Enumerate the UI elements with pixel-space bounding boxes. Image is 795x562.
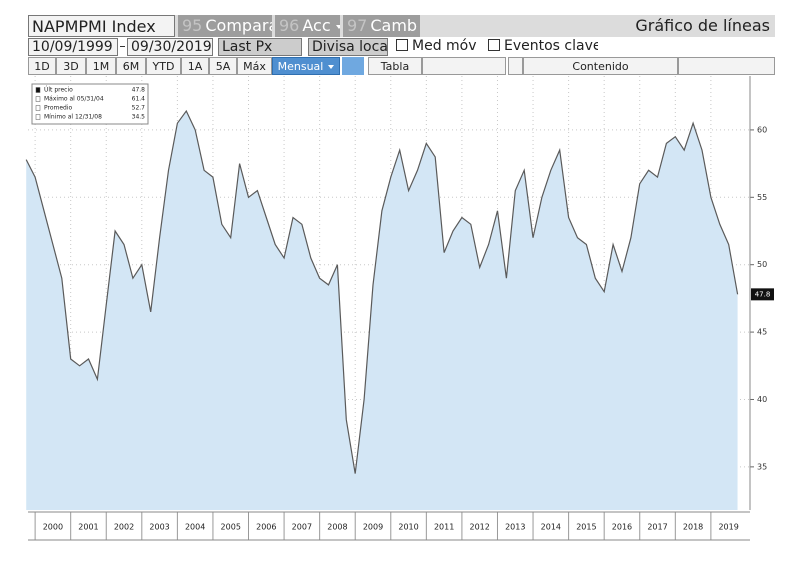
x-tick-label: 2010	[398, 523, 418, 532]
legend-label: Mínimo al 12/31/08	[44, 114, 102, 121]
x-tick-label: 2003	[149, 523, 169, 532]
legend-marker	[35, 114, 41, 120]
shortcut-number: 95	[182, 16, 203, 35]
y-tick-label: 60	[757, 125, 767, 134]
legend-label: Máximo al 05/31/04	[44, 96, 104, 103]
x-tick-label: 2009	[363, 523, 383, 532]
start-date[interactable]: 10/09/1999	[28, 38, 118, 56]
x-tick-label: 2002	[114, 523, 134, 532]
x-tick-label: 2016	[612, 523, 632, 532]
period-button[interactable]: 5A	[209, 57, 237, 75]
x-tick-label: 2019	[718, 523, 738, 532]
x-tick-label: 2012	[470, 523, 490, 532]
period-button[interactable]: 6M	[116, 57, 146, 75]
shortcut-number: 97	[347, 16, 368, 35]
legend-value: 47.8	[132, 87, 146, 94]
y-tick-label: 35	[757, 462, 767, 471]
period-button[interactable]: 1A	[181, 57, 209, 75]
toggle-label: Med móv	[412, 38, 477, 54]
button-label: Acc	[302, 16, 331, 35]
period-button[interactable]: Máx	[237, 57, 272, 75]
change-menu[interactable]: 97 Camb	[343, 15, 420, 37]
plot-area	[28, 76, 750, 510]
last-value-label: 47.8	[755, 290, 771, 298]
legend-value: 61.4	[132, 96, 146, 103]
x-tick-label: 2014	[541, 523, 561, 532]
ticker-field[interactable]: NAPMPMI Index	[28, 15, 175, 37]
y-tick-label: 55	[757, 193, 767, 202]
button-label: Comparar	[205, 16, 272, 35]
shortcut-number: 96	[279, 16, 300, 35]
events-toggle[interactable]: Eventos clave	[488, 38, 598, 56]
area-fill	[26, 111, 738, 510]
frequency-select[interactable]: Mensual	[272, 57, 340, 75]
y-tick-label: 40	[757, 395, 767, 404]
x-tick-label: 2004	[185, 523, 205, 532]
legend-value: 34.5	[132, 114, 146, 121]
price-line	[25, 109, 739, 474]
x-tick-label: 2001	[78, 523, 98, 532]
legend-value: 52.7	[132, 105, 146, 112]
frequency-extra[interactable]	[342, 57, 364, 75]
x-tick-label: 2008	[327, 523, 347, 532]
x-tick-label: 2007	[292, 523, 312, 532]
x-tick-label: 2013	[505, 523, 525, 532]
button-label: Camb	[370, 16, 418, 35]
button-label: Mensual	[277, 60, 324, 73]
table-button[interactable]: Tabla	[368, 57, 422, 75]
period-button[interactable]: 1D	[28, 57, 56, 75]
settings-button[interactable]	[678, 57, 775, 75]
collapse-button[interactable]	[508, 57, 523, 75]
legend-marker	[35, 105, 41, 111]
period-button[interactable]: YTD	[146, 57, 181, 75]
view-title: Gráfico de líneas	[635, 16, 770, 35]
x-tick-label: 2011	[434, 523, 454, 532]
legend-label: Últ precio	[44, 87, 73, 94]
date-separator	[120, 46, 125, 47]
legend-marker	[35, 87, 41, 93]
x-tick-label: 2005	[221, 523, 241, 532]
x-tick-label: 2000	[43, 523, 63, 532]
toggle-label: Eventos clave	[504, 38, 598, 54]
x-tick-label: 2017	[647, 523, 667, 532]
period-button[interactable]: 3D	[56, 57, 86, 75]
x-tick-label: 2006	[256, 523, 276, 532]
contents-button[interactable]: Contenido	[523, 57, 678, 75]
y-tick-label: 45	[757, 328, 767, 337]
legend-label: Promedio	[44, 105, 73, 112]
actions-menu[interactable]: 96 Acc	[275, 15, 340, 37]
x-tick-label: 2018	[683, 523, 703, 532]
last-value-tag	[751, 288, 774, 301]
moving-average-toggle[interactable]: Med móv	[396, 38, 484, 56]
legend-marker	[35, 96, 41, 102]
period-button[interactable]: 1M	[86, 57, 116, 75]
compare-button[interactable]: 95Comparar	[178, 15, 272, 37]
legend-box	[31, 83, 149, 125]
field-select[interactable]: Last Px	[218, 38, 302, 56]
x-tick-label: 2015	[576, 523, 596, 532]
end-date[interactable]: 09/30/2019	[127, 38, 213, 56]
y-tick-label: 50	[757, 260, 767, 269]
currency-select[interactable]: Divisa local	[308, 38, 388, 56]
table-field[interactable]	[422, 57, 506, 75]
